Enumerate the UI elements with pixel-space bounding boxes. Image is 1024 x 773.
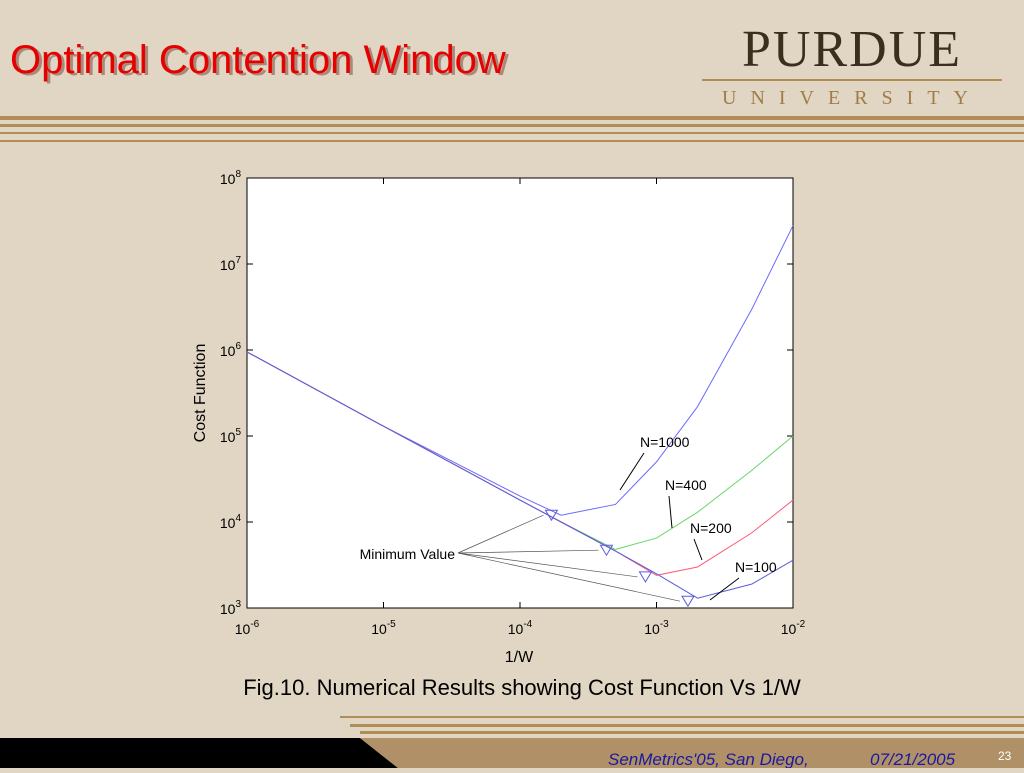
series-label: N=1000: [640, 434, 690, 450]
page-number: 23: [998, 749, 1012, 763]
footer-date: 07/21/2005: [870, 750, 956, 768]
label-arrow: [693, 538, 703, 561]
label-arrow: [668, 495, 673, 529]
logo: PURDUE: [742, 21, 962, 78]
series-label: N=200: [690, 520, 732, 536]
minimum-marker: [599, 544, 614, 557]
plot-area: [246, 177, 794, 609]
annotation-arrow: [457, 549, 599, 554]
footer-decor: [0, 716, 1024, 768]
annotation-arrow: [457, 552, 638, 578]
header-rules: [0, 116, 1024, 142]
series-label: N=100: [735, 559, 777, 575]
footer: SenMetrics'05, San Diego,: [608, 750, 809, 768]
logo-sub: UNIVERSITY: [722, 87, 982, 109]
caption: Fig.10. Numerical Results showing Cost F…: [243, 675, 801, 700]
minimum-marker: [681, 595, 695, 608]
annotation-arrow: [457, 514, 544, 554]
series-line: [246, 351, 794, 599]
annotation: Minimum Value: [360, 546, 456, 562]
series-line: [246, 225, 794, 516]
annotation-arrow: [457, 552, 681, 602]
x-axis-label: 1/W: [505, 649, 534, 666]
slide-title: Optimal Contention Window: [10, 38, 506, 82]
title-shadow: Optimal Contention Window: [13, 40, 509, 84]
minimum-marker: [638, 571, 653, 583]
minimum-marker: [544, 509, 559, 522]
series-label: N=400: [665, 477, 707, 493]
label-arrow: [619, 452, 645, 491]
y-axis-label: Cost Function: [192, 344, 209, 443]
label-arrow: [709, 577, 740, 601]
